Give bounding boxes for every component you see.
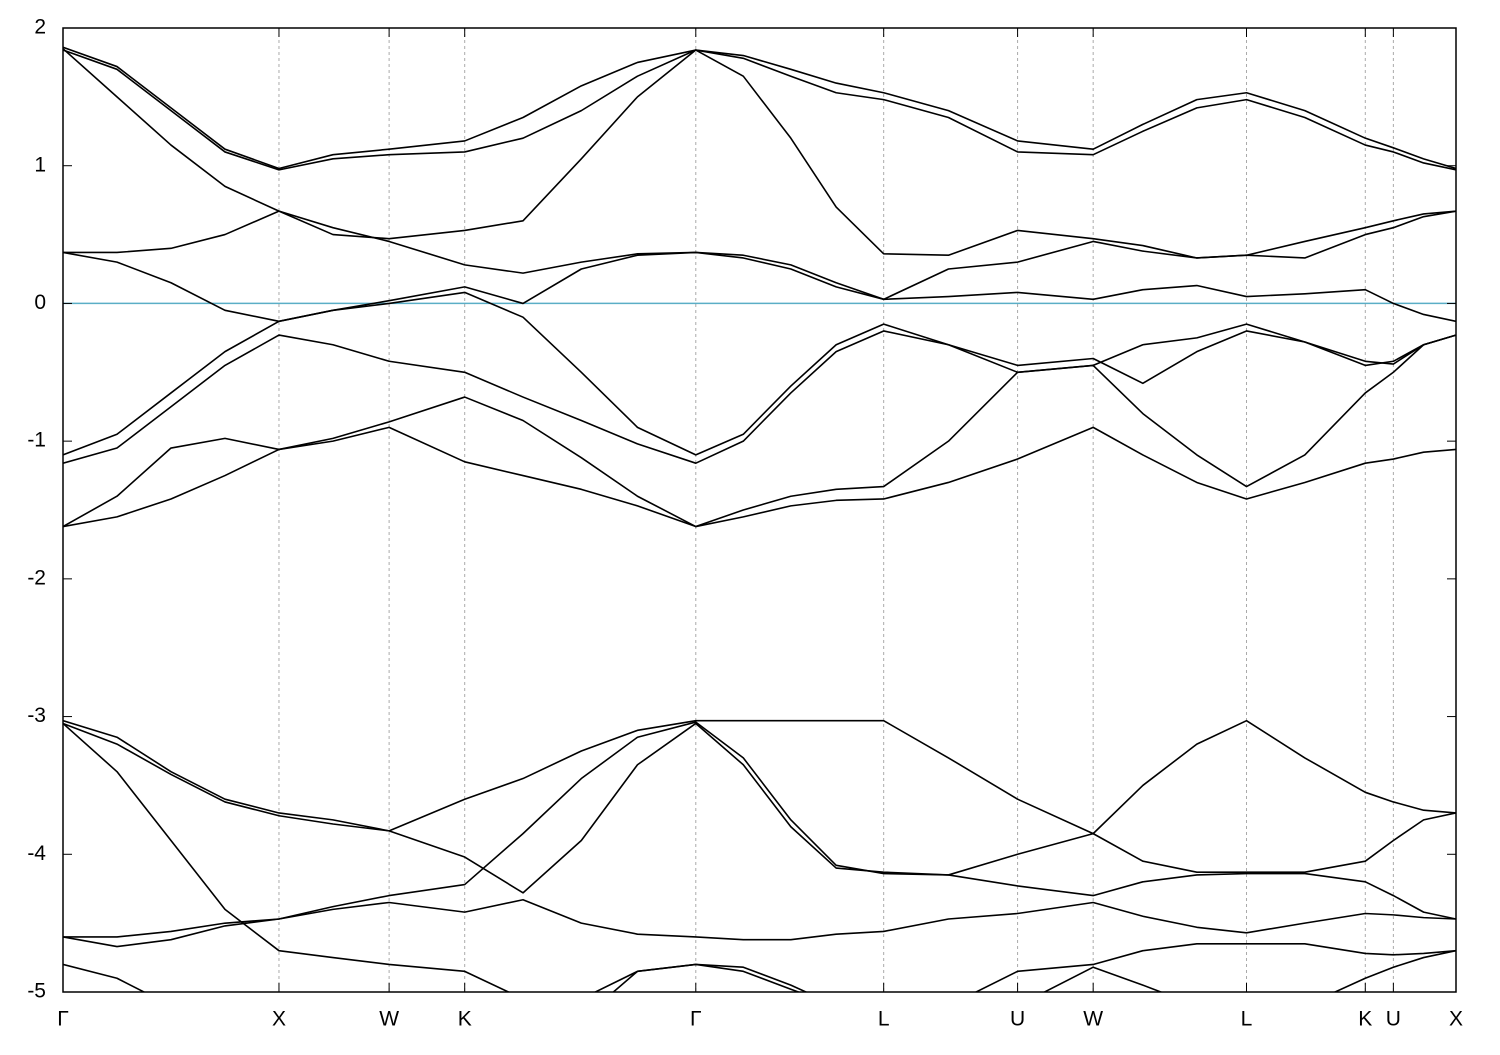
band-line <box>63 291 1456 456</box>
y-tick-label: 0 <box>34 291 46 314</box>
band-line <box>63 334 1456 528</box>
x-tick-label: K <box>1358 1008 1372 1031</box>
x-tick-label: X <box>1449 1008 1463 1031</box>
x-tick-label: K <box>458 1008 472 1031</box>
x-tick-label: X <box>272 1008 286 1031</box>
band-line <box>63 251 1456 323</box>
band-line <box>63 330 1456 464</box>
x-tick-label: U <box>1010 1008 1025 1031</box>
x-tick-label: W <box>379 1008 399 1031</box>
band-line <box>63 721 1456 948</box>
grid <box>62 28 1457 992</box>
x-tick-label: W <box>1083 1008 1103 1031</box>
x-tick-label: Γ <box>57 1008 69 1031</box>
band-line <box>63 210 1456 301</box>
y-tick-label: -4 <box>27 842 46 865</box>
band-line <box>63 49 1456 259</box>
y-tick-label: 2 <box>34 16 46 39</box>
y-tick-label: -1 <box>27 429 46 452</box>
x-tick-label: Γ <box>690 1008 702 1031</box>
band-line <box>63 949 1456 992</box>
y-tick-label: -3 <box>27 704 46 727</box>
x-tick-label: L <box>1241 1008 1253 1031</box>
y-tick-label: 1 <box>34 153 46 176</box>
band-line <box>63 719 1456 894</box>
band-line <box>63 898 1456 941</box>
y-tick-label: -5 <box>27 980 46 1003</box>
bands <box>63 46 1456 992</box>
band-line <box>63 48 1456 240</box>
band-line <box>63 722 1456 992</box>
y-tick-label: -2 <box>27 566 46 589</box>
x-tick-label: U <box>1386 1008 1401 1031</box>
band-line <box>63 46 1456 170</box>
plot-frame <box>62 27 1457 993</box>
band-line <box>63 719 1456 873</box>
band-line <box>63 426 1456 528</box>
x-tick-label: L <box>878 1008 890 1031</box>
